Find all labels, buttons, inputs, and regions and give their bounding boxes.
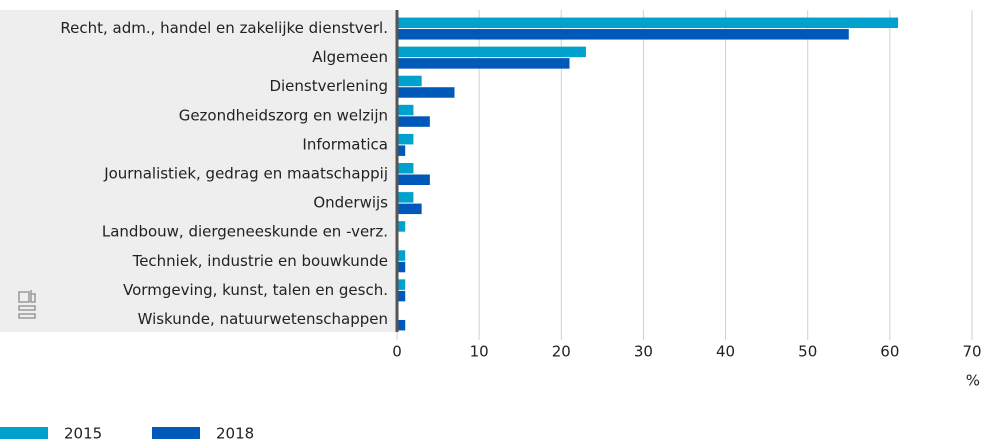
legend-label: 2015 — [64, 425, 102, 441]
y-tick-label: Algemeen — [312, 48, 388, 66]
bar — [397, 319, 406, 331]
bar — [397, 279, 406, 290]
bar — [397, 250, 406, 261]
y-tick-label: Dienstverlening — [269, 77, 388, 95]
x-axis-label: % — [966, 372, 980, 390]
legend-label: 2018 — [216, 425, 254, 441]
bar — [397, 203, 422, 215]
x-tick-label: 60 — [880, 343, 899, 361]
bar — [397, 87, 455, 98]
x-tick-label: 0 — [392, 343, 402, 361]
y-tick-label: Gezondheidszorg en welzijn — [179, 106, 388, 124]
label-background — [0, 10, 397, 332]
bar — [397, 46, 586, 58]
x-tick-label: 10 — [470, 343, 489, 361]
bar — [397, 174, 430, 185]
bar — [397, 192, 414, 203]
x-tick-label: 20 — [552, 343, 571, 361]
x-tick-label: 70 — [962, 343, 981, 361]
x-tick-label: 30 — [634, 343, 653, 361]
y-tick-label: Journalistiek, gedrag en maatschappij — [103, 165, 388, 183]
legend-swatch — [152, 427, 200, 439]
logo — [18, 290, 36, 319]
y-tick-label: Vormgeving, kunst, talen en gesch. — [123, 281, 388, 299]
bar — [397, 261, 406, 273]
bar — [397, 163, 414, 174]
y-tick-label: Wiskunde, natuurwetenschappen — [138, 310, 388, 328]
bar — [397, 145, 406, 156]
y-tick-label: Techniek, industrie en bouwkunde — [132, 252, 388, 270]
bar — [397, 290, 406, 302]
bar — [397, 58, 570, 69]
y-tick-label: Onderwijs — [313, 194, 388, 212]
x-tick-label: 50 — [798, 343, 817, 361]
legend-swatch — [0, 427, 48, 439]
bar — [397, 104, 414, 116]
bar — [397, 221, 406, 232]
bar — [397, 29, 849, 40]
y-tick-label: Recht, adm., handel en zakelijke dienstv… — [60, 19, 388, 37]
y-tick-label: Landbouw, diergeneeskunde en -verz. — [102, 223, 388, 241]
bar — [397, 133, 414, 145]
bar — [397, 116, 430, 127]
bar — [397, 17, 899, 29]
x-tick-label: 40 — [716, 343, 735, 361]
bar — [397, 75, 422, 87]
y-tick-label: Informatica — [302, 135, 388, 153]
